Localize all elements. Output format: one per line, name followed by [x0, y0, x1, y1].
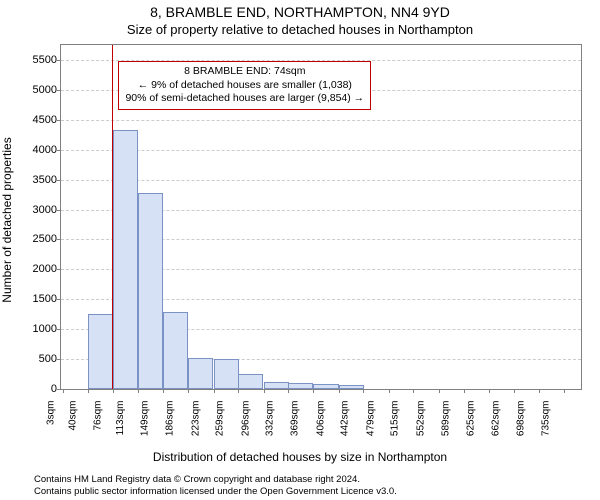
x-tick-mark — [363, 389, 364, 393]
y-tick-mark — [57, 389, 61, 390]
histogram-bar — [138, 193, 163, 389]
x-tick-mark — [63, 389, 64, 393]
x-tick-label: 40sqm — [68, 401, 79, 431]
x-tick-label: 3sqm — [45, 401, 56, 425]
y-tick-label: 500 — [39, 353, 57, 365]
x-tick-label: 662sqm — [491, 401, 502, 437]
x-tick-mark — [413, 389, 414, 393]
callout-line3: 90% of semi-detached houses are larger (… — [125, 92, 364, 106]
gridline — [61, 150, 581, 151]
x-tick-label: 625sqm — [465, 401, 476, 437]
y-tick-mark — [57, 299, 61, 300]
x-tick-label: 479sqm — [365, 401, 376, 437]
footnote-line2: Contains public sector information licen… — [34, 486, 590, 498]
chart-title-line1: 8, BRAMBLE END, NORTHAMPTON, NN4 9YD — [0, 4, 600, 20]
property-marker-line — [112, 45, 113, 389]
y-tick-label: 1500 — [33, 293, 57, 305]
y-tick-label: 2000 — [33, 263, 57, 275]
x-tick-mark — [188, 389, 189, 393]
x-tick-mark — [514, 389, 515, 393]
x-tick-mark — [163, 389, 164, 393]
y-tick-label: 5500 — [33, 54, 57, 66]
x-tick-mark — [138, 389, 139, 393]
x-tick-label: 406sqm — [315, 401, 326, 437]
x-tick-mark — [313, 389, 314, 393]
y-tick-mark — [57, 150, 61, 151]
histogram-bar — [288, 383, 313, 389]
y-tick-label: 4000 — [33, 144, 57, 156]
x-tick-label: 589sqm — [441, 401, 452, 437]
histogram-bar — [188, 358, 213, 389]
histogram-bar — [163, 312, 188, 389]
x-tick-label: 515sqm — [390, 401, 401, 437]
y-tick-mark — [57, 90, 61, 91]
footnote-line1: Contains HM Land Registry data © Crown c… — [34, 474, 590, 486]
x-tick-mark — [464, 389, 465, 393]
gridline — [61, 180, 581, 181]
y-tick-label: 3000 — [33, 204, 57, 216]
x-tick-label: 186sqm — [165, 401, 176, 437]
y-tick-mark — [57, 120, 61, 121]
footnote: Contains HM Land Registry data © Crown c… — [34, 474, 590, 498]
x-tick-mark — [88, 389, 89, 393]
y-tick-mark — [57, 180, 61, 181]
x-tick-mark — [264, 389, 265, 393]
x-axis-label: Distribution of detached houses by size … — [0, 450, 600, 464]
histogram-bar — [88, 314, 113, 389]
x-tick-mark — [439, 389, 440, 393]
y-tick-mark — [57, 329, 61, 330]
histogram-bar — [264, 382, 289, 389]
y-tick-label: 3500 — [33, 174, 57, 186]
y-tick-label: 2500 — [33, 233, 57, 245]
histogram-bar — [339, 385, 364, 389]
y-tick-mark — [57, 60, 61, 61]
y-tick-mark — [57, 210, 61, 211]
plot-area: 0500100015002000250030003500400045005000… — [60, 44, 582, 390]
x-tick-mark — [288, 389, 289, 393]
y-tick-label: 4500 — [33, 114, 57, 126]
chart-title-line2: Size of property relative to detached ho… — [0, 22, 600, 37]
x-tick-label: 698sqm — [515, 401, 526, 437]
histogram-bar — [214, 359, 239, 390]
x-tick-mark — [539, 389, 540, 393]
x-tick-label: 442sqm — [340, 401, 351, 437]
callout-line2: ← 9% of detached houses are smaller (1,0… — [125, 79, 364, 93]
x-tick-label: 735sqm — [541, 401, 552, 437]
x-tick-label: 149sqm — [140, 401, 151, 437]
x-tick-label: 113sqm — [115, 401, 126, 436]
histogram-bar — [113, 130, 138, 389]
x-tick-mark — [214, 389, 215, 393]
histogram-bar — [313, 384, 338, 389]
x-tick-label: 332sqm — [265, 401, 276, 437]
y-tick-label: 0 — [51, 383, 57, 395]
x-tick-label: 369sqm — [290, 401, 301, 437]
x-tick-mark — [489, 389, 490, 393]
callout-box: 8 BRAMBLE END: 74sqm← 9% of detached hou… — [118, 61, 371, 110]
x-tick-mark — [389, 389, 390, 393]
histogram-bar — [238, 374, 263, 389]
y-tick-mark — [57, 359, 61, 360]
y-tick-mark — [57, 239, 61, 240]
plot-area-wrapper: 0500100015002000250030003500400045005000… — [60, 44, 582, 390]
callout-line1: 8 BRAMBLE END: 74sqm — [125, 65, 364, 79]
x-tick-mark — [113, 389, 114, 393]
x-tick-label: 552sqm — [415, 401, 426, 437]
x-tick-label: 76sqm — [92, 401, 103, 431]
x-tick-label: 223sqm — [190, 401, 201, 437]
y-tick-mark — [57, 269, 61, 270]
x-tick-mark — [339, 389, 340, 393]
x-tick-mark — [238, 389, 239, 393]
x-tick-label: 296sqm — [240, 401, 251, 437]
gridline — [61, 120, 581, 121]
chart-container: 8, BRAMBLE END, NORTHAMPTON, NN4 9YD Siz… — [0, 0, 600, 500]
y-axis-label: Number of detached properties — [0, 55, 14, 220]
y-tick-label: 1000 — [33, 323, 57, 335]
y-tick-label: 5000 — [33, 84, 57, 96]
x-tick-mark — [564, 389, 565, 393]
x-tick-label: 259sqm — [215, 401, 226, 437]
